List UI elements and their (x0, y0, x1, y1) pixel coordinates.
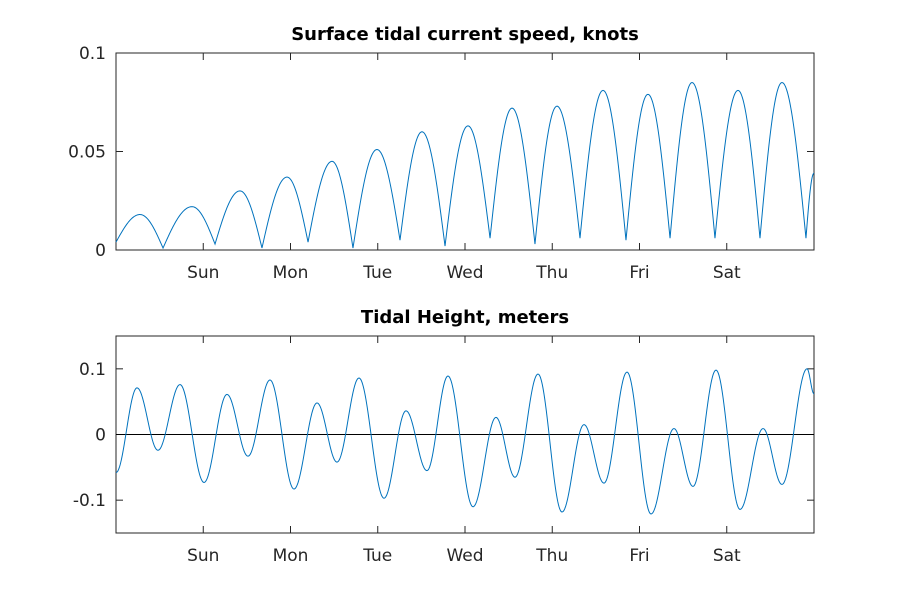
chart-title: Tidal Height, meters (361, 307, 569, 328)
x-tick-label: Fri (629, 263, 649, 283)
speed-axes: Surface tidal current speed, knots Sun Mon… (68, 24, 815, 283)
chart-title: Surface tidal current speed, knots (291, 24, 639, 45)
axes-box (115, 52, 815, 251)
y-tick-label: 0 (95, 426, 106, 446)
x-tick-label: Thu (535, 263, 568, 283)
series-line-height (115, 368, 815, 515)
x-tick-label: Wed (446, 546, 483, 566)
x-tick-label: Sat (713, 546, 741, 566)
y-tick-label: 0.1 (79, 360, 106, 380)
x-tick-label: Tue (362, 546, 392, 566)
x-tick-label: Sat (713, 263, 741, 283)
y-tick-label: 0.1 (79, 44, 106, 64)
y-tick-label: 0.05 (68, 143, 106, 163)
x-tick-label: Sun (187, 263, 219, 283)
x-tick-label: Mon (273, 546, 309, 566)
y-tick-label: 0 (95, 241, 106, 261)
x-tick-label: Tue (362, 263, 392, 283)
x-tick-label: Mon (273, 263, 309, 283)
series-line-speed (115, 82, 815, 250)
y-tick-label: -0.1 (73, 491, 106, 511)
x-tick-label: Sun (187, 546, 219, 566)
height-axes: Tidal Height, meters Sun Mon Tue Wed Thu Fri Sa… (73, 307, 815, 566)
x-tick-label: Fri (629, 546, 649, 566)
x-tick-label: Thu (535, 546, 568, 566)
x-tick-label: Wed (446, 263, 483, 283)
